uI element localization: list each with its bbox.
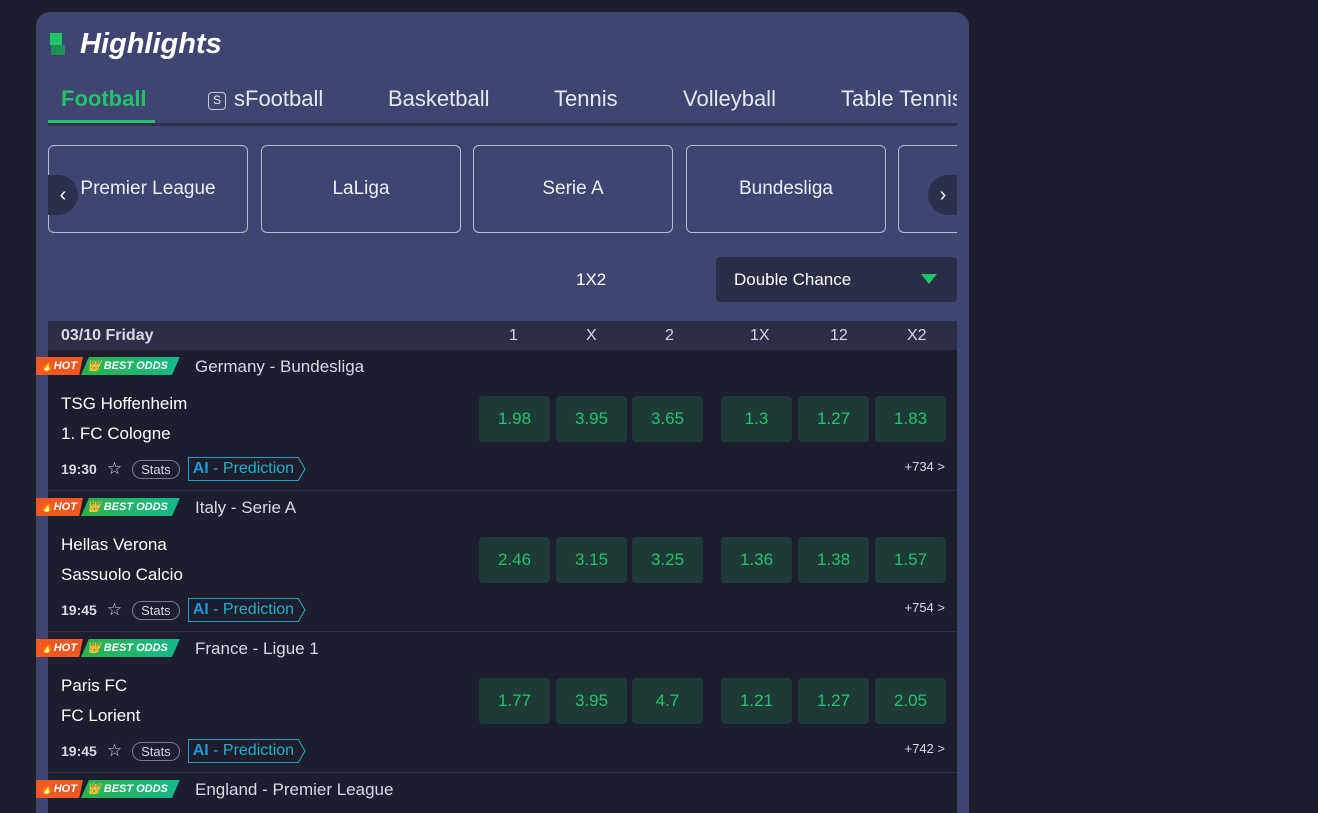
tab-tennis[interactable]: Tennis: [554, 86, 618, 111]
odds-button-1x[interactable]: 1.3: [721, 396, 792, 442]
stats-button[interactable]: Stats: [132, 600, 180, 620]
hot-badge: 🔥HOT: [36, 357, 83, 375]
market-dropdown[interactable]: Double Chance: [716, 257, 957, 302]
match-row: 🔥HOT 👑 BEST ODDS France - Ligue 1 Paris FC…: [36, 632, 957, 773]
away-team: Sassuolo Calcio: [61, 565, 183, 584]
odds-button-12[interactable]: 1.27: [798, 678, 869, 724]
promo-badges: 🔥HOT 👑 BEST ODDS: [36, 498, 180, 516]
league-premier-league[interactable]: Premier League: [48, 145, 248, 233]
odds-button-x2[interactable]: 2.05: [875, 678, 946, 724]
odds-button-x[interactable]: 3.15: [556, 537, 627, 583]
odds-button-1[interactable]: 2.46: [479, 537, 550, 583]
league-laliga[interactable]: LaLiga: [261, 145, 461, 233]
match-list: 03/10 Friday 1 X 2 1X 12 X2 🔥HOT 👑 BEST O…: [36, 321, 957, 813]
col-2: 2: [665, 327, 674, 344]
col-12: 12: [830, 327, 848, 344]
tab-football[interactable]: Football: [61, 86, 147, 111]
star-icon[interactable]: ☆: [106, 459, 123, 478]
best-odds-badge: 👑 BEST ODDS: [80, 639, 180, 657]
col-x2: X2: [907, 327, 927, 344]
odds-button-12[interactable]: 1.27: [798, 396, 869, 442]
highlights-logo-icon: [50, 33, 65, 55]
ai-prediction-button[interactable]: AI - Prediction: [187, 598, 299, 622]
odds-button-1[interactable]: 1.77: [479, 678, 550, 724]
tab-basketball[interactable]: Basketball: [388, 86, 490, 111]
league-name: Italy - Serie A: [195, 498, 297, 517]
tag-tip-icon: [298, 739, 306, 763]
active-tab-indicator: [48, 120, 155, 123]
odds-button-1x[interactable]: 1.21: [721, 678, 792, 724]
league-bundesliga[interactable]: Bundesliga: [686, 145, 886, 233]
league-name: England - Premier League: [195, 780, 394, 799]
away-team: FC Lorient: [61, 706, 141, 725]
match-row: 🔥HOT 👑 BEST ODDS Italy - Serie A Hellas Ve…: [36, 491, 957, 632]
league-carousel: Premier League LaLiga Serie A Bundesliga…: [48, 145, 957, 233]
odds-button-x2[interactable]: 1.57: [875, 537, 946, 583]
col-1: 1: [509, 327, 518, 344]
ai-prediction-button[interactable]: AI - Prediction: [187, 739, 299, 763]
league-name: France - Ligue 1: [195, 639, 319, 658]
promo-badges: 🔥HOT 👑 BEST ODDS: [36, 780, 180, 798]
promo-badges: 🔥HOT 👑 BEST ODDS: [36, 357, 180, 375]
match-time: 19:45: [61, 743, 97, 759]
away-team: 1. FC Cologne: [61, 424, 171, 443]
odds-button-2[interactable]: 3.65: [632, 396, 703, 442]
best-odds-badge: 👑 BEST ODDS: [80, 780, 180, 798]
more-markets-link[interactable]: +742 >: [904, 741, 946, 756]
match-row: 🔥HOT 👑 BEST ODDS Germany - Bundesliga TSG …: [36, 350, 957, 491]
tab-volleyball[interactable]: Volleyball: [683, 86, 776, 111]
odds-button-1[interactable]: 1.98: [479, 396, 550, 442]
hot-badge: 🔥HOT: [36, 639, 83, 657]
stats-button[interactable]: Stats: [132, 741, 180, 761]
date-header: 03/10 Friday 1 X 2 1X 12 X2: [48, 321, 957, 350]
league-next[interactable]: [898, 145, 957, 233]
odds-button-1x[interactable]: 1.36: [721, 537, 792, 583]
hot-badge: 🔥HOT: [36, 780, 83, 798]
home-team: Paris FC: [61, 676, 128, 695]
match-time: 19:45: [61, 602, 97, 618]
star-icon[interactable]: ☆: [106, 600, 123, 619]
s-icon: S: [208, 92, 226, 110]
league-name: Germany - Bundesliga: [195, 357, 365, 376]
chevron-right-icon[interactable]: ›: [928, 175, 957, 215]
stats-button[interactable]: Stats: [132, 459, 180, 479]
tag-tip-icon: [298, 457, 306, 481]
caret-down-icon: [921, 274, 937, 284]
tab-table-tennis[interactable]: Table Tennis: [841, 86, 957, 111]
col-1x: 1X: [750, 327, 770, 344]
best-odds-badge: 👑 BEST ODDS: [80, 498, 180, 516]
ai-prediction-button[interactable]: AI - Prediction: [187, 457, 299, 481]
odds-button-x2[interactable]: 1.83: [875, 396, 946, 442]
odds-button-x[interactable]: 3.95: [556, 678, 627, 724]
market-1x2-label: 1X2: [576, 270, 607, 289]
league-serie-a[interactable]: Serie A: [473, 145, 673, 233]
best-odds-badge: 👑 BEST ODDS: [80, 357, 180, 375]
match-row: 🔥HOT 👑 BEST ODDS England - Premier League: [36, 773, 957, 813]
star-icon[interactable]: ☆: [106, 741, 123, 760]
tag-tip-icon: [298, 598, 306, 622]
match-time: 19:30: [61, 461, 97, 477]
odds-button-2[interactable]: 3.25: [632, 537, 703, 583]
odds-button-2[interactable]: 4.7: [632, 678, 703, 724]
home-team: Hellas Verona: [61, 535, 167, 554]
promo-badges: 🔥HOT 👑 BEST ODDS: [36, 639, 180, 657]
odds-button-x[interactable]: 3.95: [556, 396, 627, 442]
more-markets-link[interactable]: +754 >: [904, 600, 946, 615]
home-team: TSG Hoffenheim: [61, 394, 188, 413]
page-title: Highlights: [80, 28, 222, 60]
hot-badge: 🔥HOT: [36, 498, 83, 516]
col-x: X: [586, 327, 597, 344]
odds-button-12[interactable]: 1.38: [798, 537, 869, 583]
more-markets-link[interactable]: +734 >: [904, 459, 946, 474]
